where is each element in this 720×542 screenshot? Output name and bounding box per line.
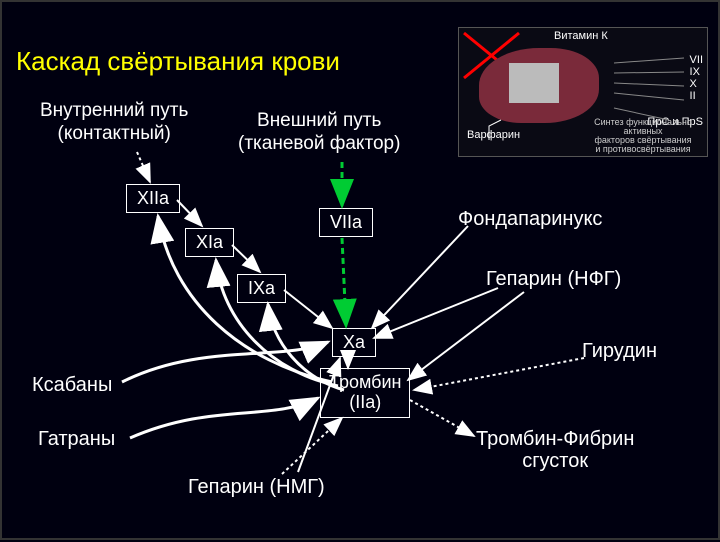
lmwh-text: Гепарин (НМГ) (188, 476, 325, 498)
liver-lines (459, 28, 709, 158)
edge-drug-hirudin (414, 358, 584, 390)
edge-box-step (284, 290, 332, 328)
intrinsic-pathway-label: Внутренний путь (контактный) (40, 100, 188, 146)
xabans-text: Ксабаны (32, 374, 112, 396)
XIa-text: XIa (196, 232, 223, 252)
edge-dash-intrinsic (137, 152, 150, 182)
ufh-text: Гепарин (НФГ) (486, 268, 621, 290)
edge-iia-to-clot (410, 400, 474, 436)
IXa-text: IXa (248, 278, 275, 298)
extrinsic-line2: (тканевой фактор) (238, 133, 400, 154)
fonda-text: Фондапаринукс (458, 208, 602, 230)
edge-box-step (232, 245, 260, 272)
edge-drug-lmwh-iia (282, 418, 342, 474)
drug-xabans: Ксабаны (32, 374, 112, 397)
intrinsic-line2: (контактный) (58, 123, 171, 144)
clot-l1: Тромбин-Фибрин (476, 428, 634, 450)
clot-l2: сгусток (522, 450, 588, 472)
clot-label: Тромбин-Фибрин сгусток (476, 428, 634, 472)
title-text: Каскад свёртывания крови (16, 46, 340, 76)
IIa-text2: (IIa) (349, 392, 381, 412)
drug-hirudin: Гирудин (582, 340, 657, 363)
liver-panel: Витамин К Варфарин VII IX X II ПрC и ПрS… (458, 27, 708, 157)
XIIa-text: XIIa (137, 188, 169, 208)
edge-box-step (177, 200, 202, 226)
edge-drug-fonda (372, 226, 468, 328)
drug-fondaparinux: Фондапаринукс (458, 208, 602, 231)
curve-xaban-Xa (122, 342, 328, 382)
drug-heparin-ufh: Гепарин (НФГ) (486, 268, 621, 291)
extrinsic-pathway-label: Внешний путь (тканевой фактор) (238, 110, 400, 156)
factor-XIIa: XIIa (126, 184, 180, 213)
drug-heparin-lmwh: Гепарин (НМГ) (188, 476, 325, 499)
factor-XIa: XIa (185, 228, 234, 257)
factor-IXa: IXa (237, 274, 286, 303)
hirudin-text: Гирудин (582, 340, 657, 362)
Xa-text: Xa (343, 332, 365, 352)
intrinsic-line1: Внутренний путь (40, 100, 188, 121)
extrinsic-line1: Внешний путь (257, 110, 381, 131)
page-title: Каскад свёртывания крови (16, 46, 340, 77)
edge-dash-viia-xa (342, 238, 346, 326)
drug-gatrans: Гатраны (38, 428, 115, 451)
edge-drug-ufh-xa (374, 288, 498, 338)
factor-IIa: Тромбин (IIa) (320, 368, 410, 418)
VIIa-text: VIIa (330, 212, 362, 232)
curve-gatran-IIa (130, 398, 318, 438)
gatrans-text: Гатраны (38, 428, 115, 450)
factor-VIIa: VIIa (319, 208, 373, 237)
edge-drug-ufh-iia (408, 292, 524, 380)
IIa-text1: Тромбин (329, 372, 401, 392)
factor-Xa: Xa (332, 328, 376, 357)
